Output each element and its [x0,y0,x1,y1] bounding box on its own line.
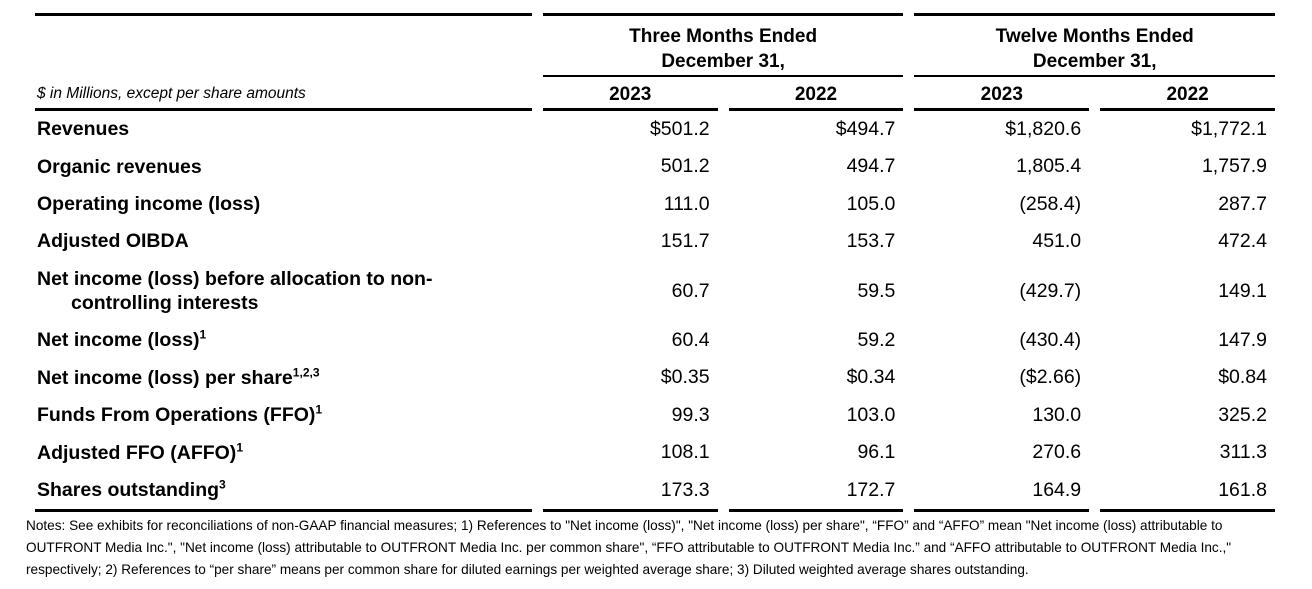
cell-value: $1,820.6 [1005,117,1082,140]
row-label-text: Organic revenues [37,155,202,178]
row-label-text: Adjusted FFO (AFFO) [37,441,237,464]
row-label: Net income (loss) before allocation to n… [35,261,532,323]
corner-cell [35,13,532,77]
table-body: Revenues $501.2 $494.7 $1,820.6 $1,772.1 Orga… [35,111,1275,513]
row-label-text: Revenues [37,118,130,141]
col-group-three-months: Three Months Ended December 31, [542,13,904,78]
cell-value: 287.7 [1218,192,1267,215]
col-group-twelve-months: Twelve Months Ended December 31, [914,13,1275,78]
cell-value: 111.0 [663,192,710,215]
cell-value: (429.7) [1019,279,1082,302]
row-label-second-line: controlling interests [71,292,259,315]
cell-value: 172.7 [728,472,904,513]
cell-value: 59.2 [857,329,896,352]
cell-value: 173.3 [542,472,718,513]
row-label: Operating income (loss) [35,186,532,223]
cell-value: $0.35 [660,366,710,389]
cell-value: 105.0 [846,192,896,215]
column-group-header-row: Three Months Ended December 31, Twelve M… [35,13,1275,78]
table-row: Adjusted FFO (AFFO)1 108.1 96.1 270.6 311.3 [35,435,1275,472]
row-label: Funds From Operations (FFO)1 [35,397,532,434]
table-row: Funds From Operations (FFO)1 99.3 103.0 130… [35,397,1275,434]
col-group-line1: Three Months Ended [629,26,818,47]
cell-value: 103.0 [846,403,896,426]
table-row: Operating income (loss) 111.0 105.0 (258.4)… [35,186,1275,223]
cell-value: 1,757.9 [1201,155,1267,178]
col-header-12mo-2022: 2022 [1100,77,1275,112]
cell-value: 153.7 [846,229,896,252]
cell-value: $0.34 [846,366,896,389]
footnote-marker: 1 [236,440,244,455]
footnote-marker: 1 [199,327,207,342]
cell-value: 1,805.4 [1016,155,1082,178]
row-label-text: Funds From Operations (FFO) [37,404,316,427]
table-row: Adjusted OIBDA 151.7 153.7 451.0 472.4 [35,223,1275,260]
cell-value: 451.0 [1032,229,1082,252]
row-label: Revenues [35,111,532,148]
cell-value: ($2.66) [1019,366,1082,389]
footnote-marker: 3 [219,477,226,492]
row-label: Net income (loss)1 [35,322,532,359]
footnote-marker: 1 [315,402,323,417]
cell-value: 151.7 [660,229,710,252]
cell-value: 59.5 [857,279,896,302]
cell-value: $1,772.1 [1191,117,1267,140]
cell-value: 501.2 [660,155,710,178]
unit-note: $ in Millions, except per share amounts [35,77,532,112]
col-group-line1: Twelve Months Ended [995,26,1194,47]
table-row: Net income (loss) per share1,2,3 $0.35 $0.… [35,360,1275,397]
row-label: Adjusted FFO (AFFO)1 [35,435,532,472]
table-row: Shares outstanding3 173.3 172.7 164.9 161.8 [35,472,1275,513]
cell-value: 149.1 [1218,279,1267,302]
row-label-text: Net income (loss) per share [37,366,293,389]
cell-value: 60.7 [671,279,710,302]
row-label: Organic revenues [35,149,532,186]
row-label-text: Net income (loss) before allocation to n… [37,267,433,290]
col-group-line2: December 31, [661,51,785,73]
cell-value: 108.1 [660,441,710,464]
table-row: Net income (loss) before allocation to n… [35,261,1275,323]
cell-value: 325.2 [1218,403,1267,426]
row-label: Adjusted OIBDA [35,223,532,260]
table-row: Revenues $501.2 $494.7 $1,820.6 $1,772.1 [35,111,1275,148]
cell-value: 147.9 [1218,329,1267,352]
cell-value: 99.3 [671,403,710,426]
row-label-text: Operating income (loss) [37,192,261,215]
cell-value: 164.9 [914,472,1090,513]
footnotes: Notes: See exhibits for reconciliations … [26,518,1232,578]
col-header-3mo-2022: 2022 [728,77,904,112]
cell-value: 311.3 [1219,441,1267,464]
cell-value: 472.4 [1218,229,1267,252]
row-label-text: Shares outstanding [37,478,220,501]
cell-value: 494.7 [846,155,896,178]
cell-value: 96.1 [857,441,896,464]
cell-value: $501.2 [649,117,710,140]
col-group-line2: December 31, [1032,51,1157,73]
cell-value: (258.4) [1019,192,1082,215]
cell-value: (430.4) [1019,329,1082,352]
row-label-text: Adjusted OIBDA [37,230,189,253]
cell-value: 130.0 [1032,403,1082,426]
cell-value: 60.4 [671,329,710,352]
cell-value: $494.7 [835,117,896,140]
table-row: Organic revenues 501.2 494.7 1,805.4 1,757.9 [35,149,1275,186]
col-header-3mo-2023: 2023 [542,77,718,112]
row-label: Net income (loss) per share1,2,3 [35,360,532,397]
col-header-12mo-2023: 2023 [914,77,1090,112]
cell-value: $0.84 [1218,366,1267,389]
footnote-marker: 1,2,3 [292,365,320,380]
cell-value: 161.8 [1100,472,1275,513]
table-row: Net income (loss)1 60.4 59.2 (430.4) 147.9 [35,322,1275,359]
row-label-text: Net income (loss) [37,329,200,352]
year-header-row: $ in Millions, except per share amounts … [35,77,1275,112]
row-label: Shares outstanding3 [35,472,532,513]
cell-value: 270.6 [1032,441,1082,464]
financial-summary-table: Three Months Ended December 31, Twelve M… [24,13,1286,513]
